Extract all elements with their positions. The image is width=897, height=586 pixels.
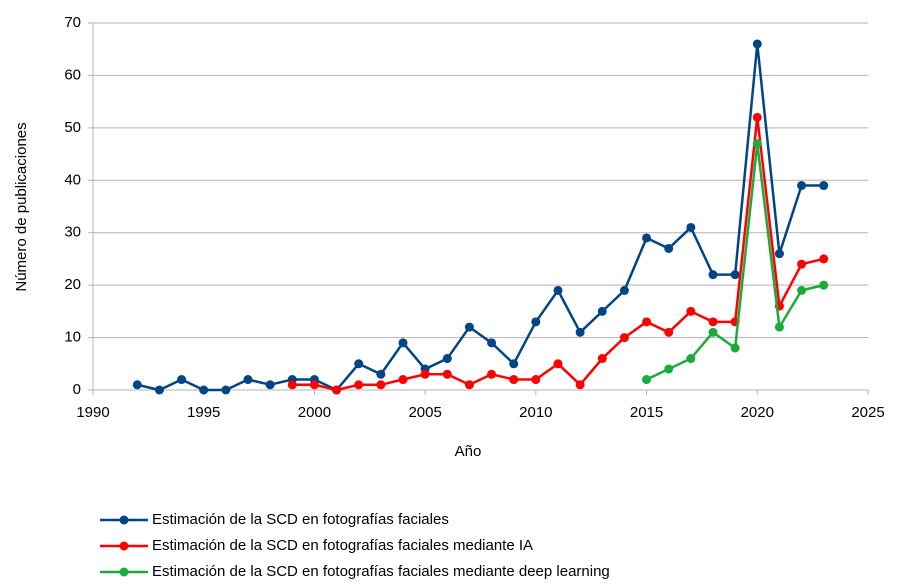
data-point: [597, 306, 607, 316]
data-point: [531, 375, 541, 385]
data-point: [553, 359, 563, 369]
data-point: [664, 364, 674, 374]
data-point: [376, 369, 386, 379]
y-tick-label: 10: [64, 329, 81, 346]
data-point: [819, 254, 829, 264]
data-point: [287, 380, 297, 390]
data-point: [752, 112, 762, 122]
legend-swatch-marker: [119, 515, 129, 525]
data-point: [642, 317, 652, 327]
data-point: [730, 270, 740, 280]
y-tick-label: 50: [64, 119, 81, 136]
data-point: [597, 354, 607, 364]
data-point: [487, 369, 497, 379]
data-point: [708, 317, 718, 327]
data-point: [509, 375, 519, 385]
y-tick-label: 70: [64, 14, 81, 31]
x-tick-label: 2015: [630, 404, 663, 421]
legend-label: Estimación de la SCD en fotografías faci…: [152, 563, 610, 580]
data-point: [686, 354, 696, 364]
legend-swatch-marker: [119, 567, 129, 577]
data-point: [354, 380, 364, 390]
y-tick-label: 60: [64, 66, 81, 83]
x-axis-label: Año: [455, 443, 482, 460]
data-point: [730, 343, 740, 353]
y-tick-label: 30: [64, 224, 81, 241]
data-point: [797, 259, 807, 269]
data-point: [553, 285, 563, 295]
data-point: [575, 380, 585, 390]
legend-label: Estimación de la SCD en fotografías faci…: [152, 537, 533, 554]
data-point: [774, 249, 784, 259]
data-point: [509, 359, 519, 369]
data-point: [464, 380, 474, 390]
data-point: [774, 322, 784, 332]
data-point: [309, 380, 319, 390]
x-tick-label: 1990: [76, 404, 109, 421]
data-point: [177, 375, 187, 385]
data-point: [442, 369, 452, 379]
legend-swatch-marker: [119, 541, 129, 551]
data-point: [464, 322, 474, 332]
x-tick-label: 2000: [298, 404, 331, 421]
x-tick-label: 2010: [519, 404, 552, 421]
data-point: [752, 139, 762, 149]
x-tick-label: 2005: [408, 404, 441, 421]
data-point: [132, 380, 142, 390]
data-point: [686, 222, 696, 232]
data-point: [531, 317, 541, 327]
data-point: [752, 39, 762, 49]
data-point: [199, 385, 209, 395]
series-line: [292, 117, 825, 392]
data-point: [642, 233, 652, 243]
data-point: [221, 385, 231, 395]
data-point: [376, 380, 386, 390]
data-point: [708, 270, 718, 280]
data-point: [332, 385, 342, 395]
data-point: [442, 354, 452, 364]
x-tick-label: 2025: [851, 404, 884, 421]
data-point: [487, 338, 497, 348]
x-tick-label: 1995: [187, 404, 220, 421]
data-point: [575, 327, 585, 337]
data-point: [619, 285, 629, 295]
data-point: [154, 385, 164, 395]
data-point: [642, 375, 652, 385]
data-point: [265, 380, 275, 390]
data-point: [797, 285, 807, 295]
legend-label: Estimación de la SCD en fotografías faci…: [152, 511, 449, 528]
data-point: [819, 181, 829, 191]
y-tick-label: 20: [64, 276, 81, 293]
data-point: [708, 327, 718, 337]
data-point: [664, 243, 674, 253]
data-point: [398, 375, 408, 385]
data-point: [619, 333, 629, 343]
data-point: [354, 359, 364, 369]
y-axis-label: Número de publicaciones: [13, 122, 30, 291]
y-tick-label: 0: [73, 381, 81, 398]
data-point: [664, 327, 674, 337]
data-point: [243, 375, 253, 385]
data-point: [398, 338, 408, 348]
data-point: [797, 181, 807, 191]
data-point: [819, 280, 829, 290]
y-tick-label: 40: [64, 171, 81, 188]
data-point: [686, 306, 696, 316]
data-point: [420, 369, 430, 379]
x-tick-label: 2020: [741, 404, 774, 421]
